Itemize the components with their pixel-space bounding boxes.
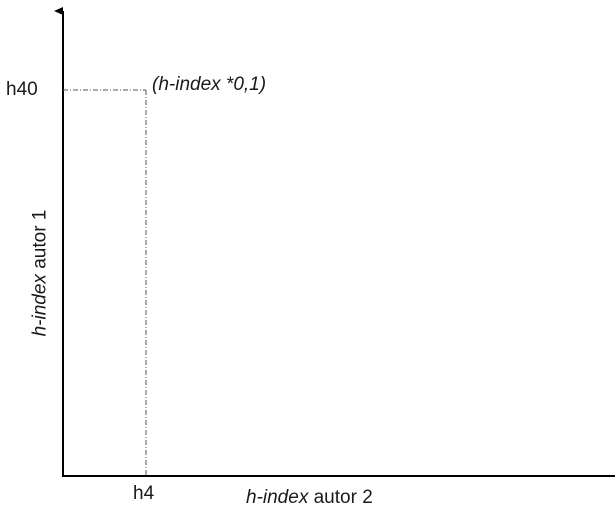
y-axis-title: h-index autor 1 — [29, 209, 51, 337]
x-axis-title-italic: h-index — [246, 487, 309, 508]
y-axis-title-rest: autor 1 — [29, 209, 51, 275]
x-axis-title-rest: autor 2 — [308, 487, 373, 508]
y-tick-label-h40: h40 — [6, 79, 38, 100]
x-tick-label-h4: h4 — [133, 483, 155, 504]
point-annotation: (h-index *0,1) — [152, 74, 267, 95]
x-axis-title: h-index autor 2 — [246, 488, 373, 507]
y-axis-title-italic: h-index — [29, 274, 51, 337]
